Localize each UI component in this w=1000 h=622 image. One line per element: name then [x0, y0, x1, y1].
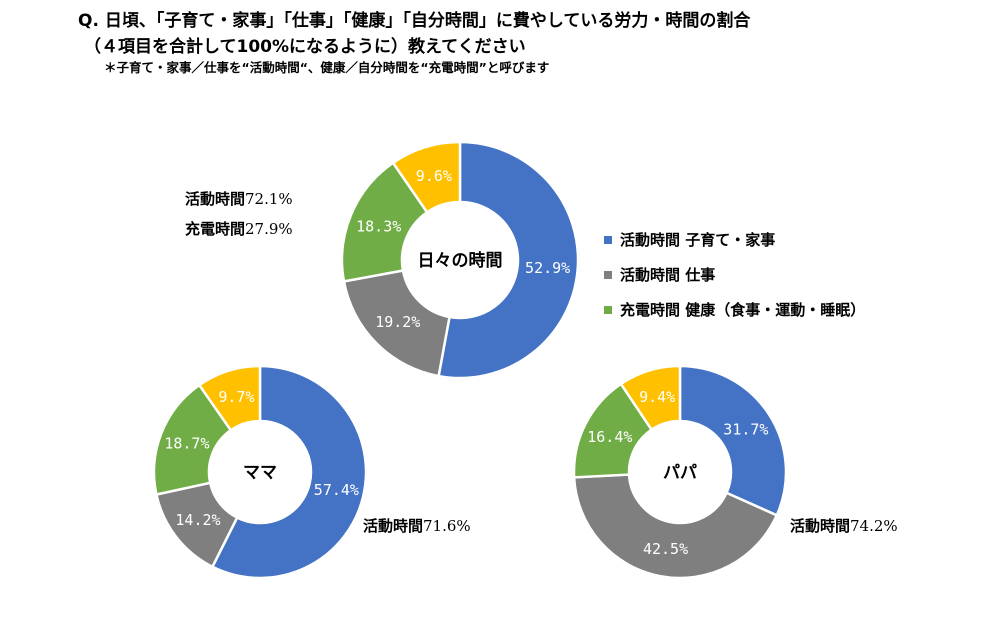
papa-slice-self [619, 364, 682, 432]
daily-center-label: 日々の時間 [418, 250, 503, 271]
question-line-2: （４項目を合計して100%になるように）教えてください [84, 37, 526, 57]
summary-main-activity: 活動時間72.1% [185, 188, 293, 209]
daily-slice-childcare [437, 140, 580, 380]
summary-papa: 活動時間74.2% [790, 515, 898, 536]
daily-label-health: 18.3% [356, 217, 401, 235]
summary-papa-value: 74.2% [850, 517, 898, 535]
papa-label-health: 16.4% [587, 428, 632, 446]
summary-mama-label: 活動時間 [363, 517, 424, 535]
legend-label-childcare: 活動時間 子育て・家事 [620, 231, 776, 249]
legend-item-work: 活動時間 仕事 [604, 257, 865, 292]
legend-swatch-health [604, 305, 612, 314]
summary-mama-value: 71.6% [423, 517, 471, 535]
papa-label-work: 42.5% [643, 540, 688, 558]
summary-mama: 活動時間71.6% [363, 515, 471, 536]
mama-label-self: 9.7% [218, 388, 254, 406]
papa-slice-childcare [678, 364, 788, 517]
daily-label-childcare: 52.9% [525, 259, 570, 277]
summary-main-activity-value: 72.1% [245, 190, 293, 208]
summary-main-activity-label: 活動時間 [185, 190, 246, 208]
daily-label-self: 9.6% [416, 167, 452, 185]
legend-label-work: 活動時間 仕事 [620, 266, 716, 284]
summary-main-charge-value: 27.9% [245, 220, 293, 238]
daily-slice-self [391, 140, 462, 214]
summary-papa-label: 活動時間 [790, 517, 851, 535]
legend-item-childcare: 活動時間 子育て・家事 [604, 222, 865, 257]
legend-item-health: 充電時間 健康（食事・運動・睡眠） [604, 292, 865, 327]
mama-slice-self [197, 364, 262, 432]
summary-main-charge: 充電時間27.9% [185, 218, 293, 239]
papa-label-self: 9.4% [639, 388, 675, 406]
legend-swatch-childcare [604, 235, 612, 244]
mama-slice-childcare [210, 364, 368, 580]
mama-label-health: 18.7% [164, 434, 209, 452]
daily-label-work: 19.2% [375, 313, 420, 331]
mama-center-label: ママ [243, 463, 277, 483]
summary-main-charge-label: 充電時間 [185, 220, 246, 238]
question-note: ＊子育て・家事／仕事を“活動時間“、健康／自分時間を“充電時間”と呼びます [104, 60, 550, 75]
papa-center-label: パパ [663, 463, 697, 483]
papa-slice-work [572, 473, 779, 580]
mama-label-work: 14.2% [175, 511, 220, 529]
mama-label-childcare: 57.4% [314, 481, 359, 499]
legend-label-health: 充電時間 健康（食事・運動・睡眠） [620, 301, 866, 319]
legend-swatch-work [604, 270, 612, 279]
question-line-1: Q. 日頃、「子育て・家事」「仕事」「健康」「自分時間」に費やしている労力・時間… [78, 11, 751, 31]
legend: 活動時間 子育て・家事 活動時間 仕事 充電時間 健康（食事・運動・睡眠） [604, 222, 865, 327]
papa-label-childcare: 31.7% [723, 420, 768, 438]
